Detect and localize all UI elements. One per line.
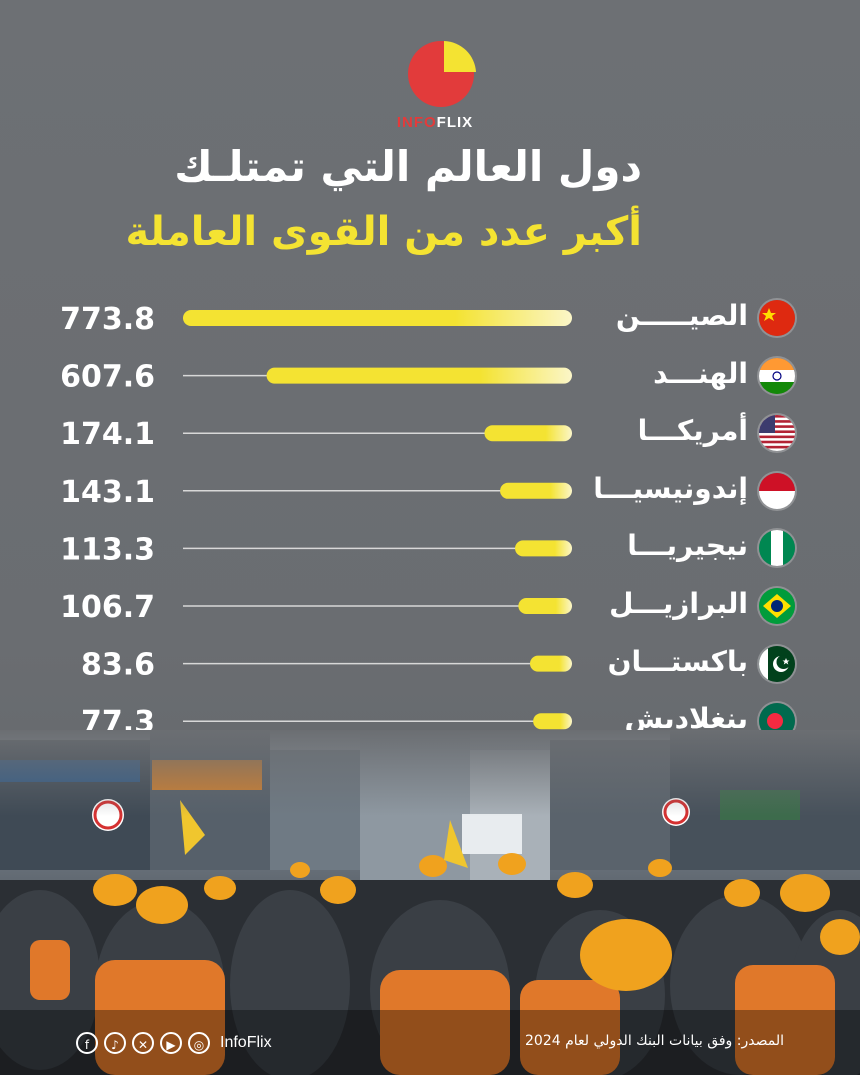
pakistan-flag-icon [759,645,795,682]
nigeria-flag-icon [759,530,795,567]
category-label: البرازيـــل [609,587,748,620]
value-label: 174.1 [60,417,155,452]
category-label: بنغلاديش [624,702,748,736]
instagram-icon[interactable]: ◎ [188,1032,210,1054]
source-note: المصدر: وفق بيانات البنك الدولي لعام 202… [525,1033,784,1049]
title-line1: دول العالم التي تمتلـك [174,142,642,191]
bar [500,482,572,499]
indonesia-flag-icon [759,472,795,509]
x-icon[interactable]: ✕ [132,1032,154,1054]
youtube-icon[interactable]: ▶ [160,1032,182,1054]
category-label: الصيـــــن [615,299,748,332]
bar [183,310,572,326]
bar [266,367,572,384]
social-links: f ♪ ✕ ▶ ◎ InfoFlix [76,1030,272,1056]
value-label: 83.6 [81,648,155,683]
social-handle: InfoFlix [220,1034,272,1051]
value-label: 773.8 [60,302,155,337]
value-label: 113.3 [60,532,155,567]
china-flag-icon [759,300,795,336]
bar [515,540,572,557]
bar [484,425,572,442]
value-label: 607.6 [60,360,155,395]
brand-wordmark: INFOFLIX [370,114,500,131]
value-label: 106.7 [60,590,155,625]
category-label: الهنـــد [653,356,748,390]
infoflix-logo [408,41,476,107]
bar [529,655,572,672]
labor-force-bar-chart: 773.8 607.6 174.1 143.1 113.3 106.7 83.6 77.3 ا… [0,280,860,750]
workers-crowd-photo [0,730,860,1075]
category-label: أمريكـــا [637,414,748,448]
category-label: نيجيريـــا [627,529,748,563]
category-label: إندونيسيـــا [593,471,748,505]
category-label: باكستـــان [607,644,748,678]
brand-part2: FLIX [436,114,474,131]
india-flag-icon [759,357,795,394]
title-line2: أكبر عدد من القوى العاملة [125,209,642,255]
facebook-icon[interactable]: f [76,1032,98,1054]
value-label: 143.1 [60,475,155,510]
bar [518,598,572,614]
brand-part1: INFO [396,114,437,131]
tiktok-icon[interactable]: ♪ [104,1032,126,1054]
usa-flag-icon [759,415,795,452]
bar [533,713,572,730]
brazil-flag-icon [759,588,795,624]
